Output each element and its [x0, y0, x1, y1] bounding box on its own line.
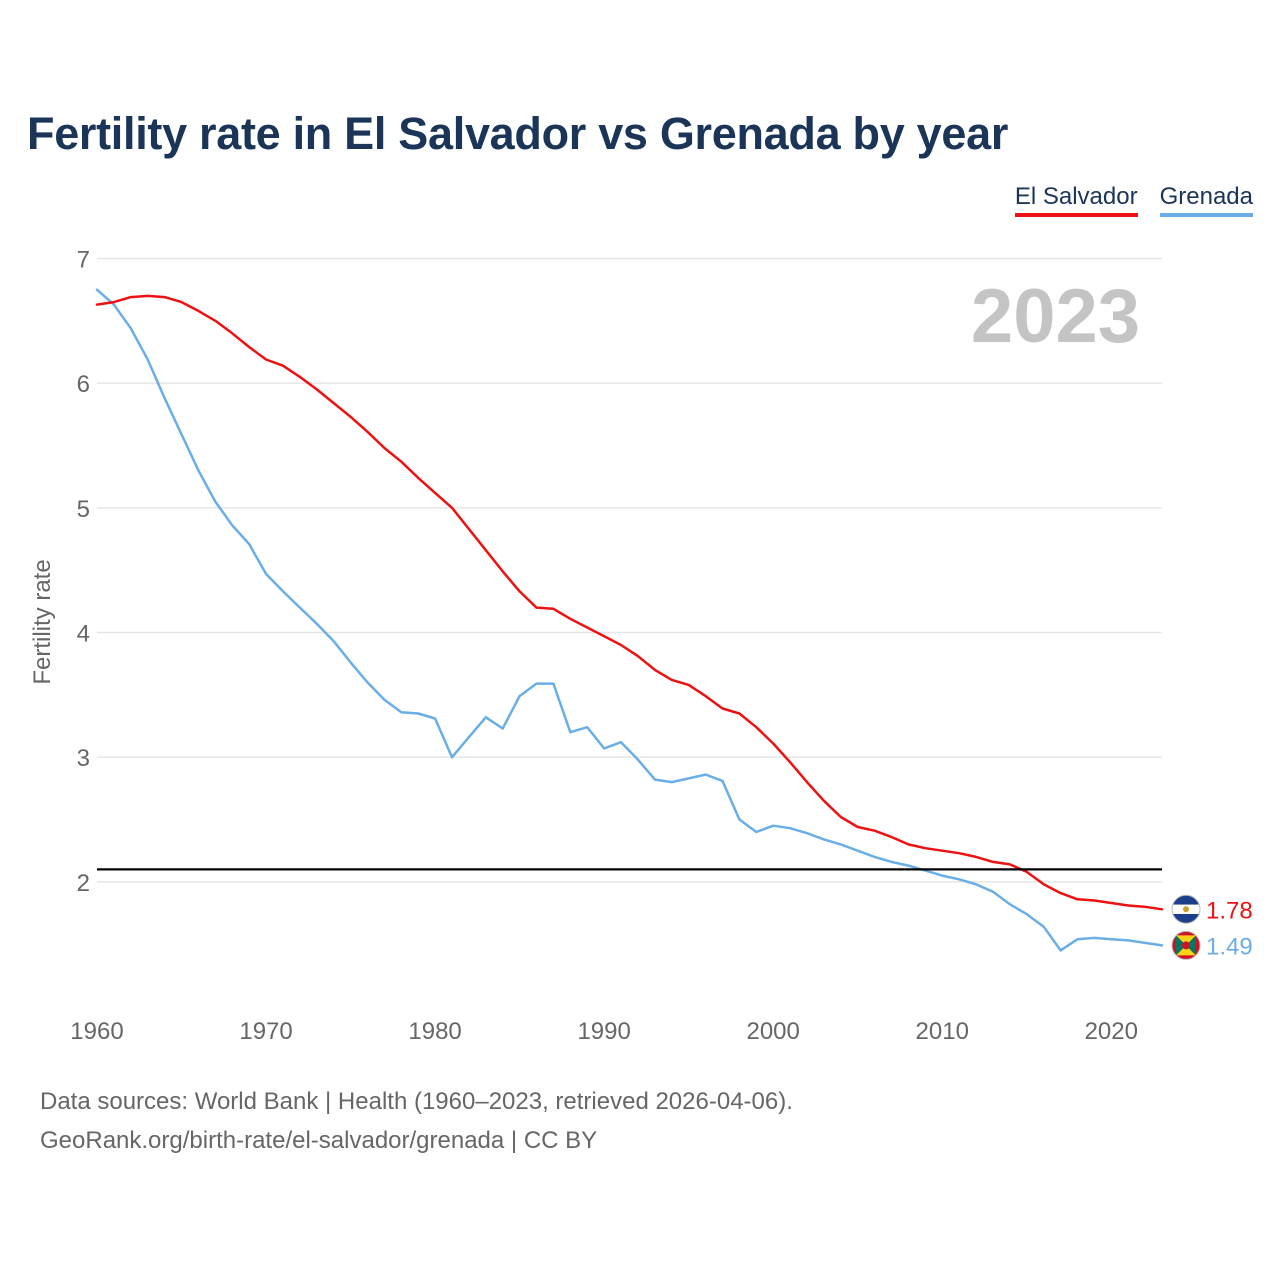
y-tick-label: 6 — [77, 371, 90, 398]
y-tick-label: 2 — [77, 870, 90, 897]
y-axis-label: Fertility rate — [29, 559, 56, 684]
y-tick-label: 7 — [77, 247, 90, 274]
y-tick-label: 4 — [77, 621, 90, 648]
x-tick-label: 1970 — [239, 1018, 292, 1045]
end-markers: 1.78 1.49 — [1171, 894, 1253, 960]
legend-item-el-salvador[interactable]: El Salvador — [1014, 183, 1138, 217]
line-chart: 2 3 4 5 6 7 1960 1970 1980 1990 2000 2010 2020 Fert… — [29, 247, 1253, 1046]
x-tick-label: 2010 — [916, 1018, 969, 1045]
y-tick-label: 5 — [77, 496, 90, 523]
footer-link[interactable]: GeoRank.org/birth-rate/el-salvador/grena… — [40, 1127, 598, 1154]
x-axis-ticks: 1960 1970 1980 1990 2000 2010 2020 — [70, 1018, 1138, 1045]
x-tick-label: 1980 — [408, 1018, 461, 1045]
el-salvador-flag-icon — [1171, 894, 1201, 924]
y-axis-ticks: 2 3 4 5 6 7 — [77, 247, 90, 897]
legend-item-grenada[interactable]: Grenada — [1159, 183, 1253, 217]
grenada-flag-icon — [1171, 930, 1201, 960]
chart-title: Fertility rate in El Salvador vs Grenada… — [27, 108, 1009, 159]
x-tick-label: 1990 — [577, 1018, 630, 1045]
x-tick-label: 2020 — [1085, 1018, 1138, 1045]
end-label-el-salvador: 1.78 — [1206, 897, 1253, 924]
x-tick-label: 2000 — [746, 1018, 799, 1045]
legend: El Salvador Grenada — [1014, 183, 1253, 217]
year-label: 2023 — [971, 274, 1140, 359]
footer-sources: Data sources: World Bank | Health (1960–… — [40, 1088, 793, 1115]
series-line-el-salvador — [95, 294, 1164, 911]
gridlines — [97, 257, 1162, 883]
series-line-grenada — [95, 288, 1164, 952]
end-label-grenada: 1.49 — [1206, 933, 1253, 960]
y-tick-label: 3 — [77, 745, 90, 772]
series-lines — [95, 288, 1164, 952]
x-tick-label: 1960 — [70, 1018, 123, 1045]
